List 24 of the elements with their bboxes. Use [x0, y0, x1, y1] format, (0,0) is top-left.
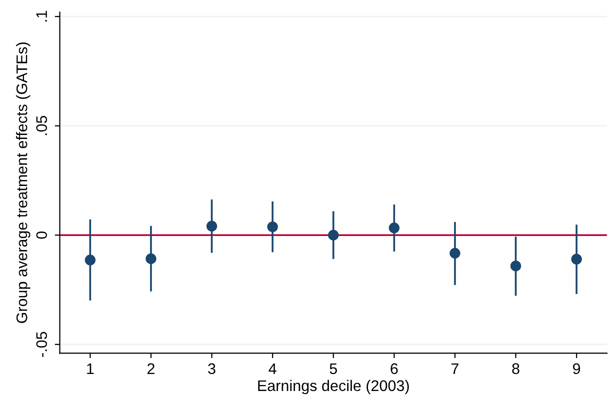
point	[450, 248, 460, 259]
point	[267, 221, 278, 232]
x-tick-label: 4	[268, 363, 276, 374]
point	[328, 230, 339, 240]
y-tick-label: 0	[36, 231, 48, 239]
x-tick-label: 9	[573, 363, 580, 374]
x-tick-label: 7	[451, 363, 458, 374]
y-tick-label: .05	[36, 116, 48, 136]
x-tick-label: 2	[147, 363, 154, 374]
point	[146, 253, 156, 264]
x-tick-label: 8	[512, 363, 520, 374]
point	[510, 260, 522, 272]
point	[571, 254, 582, 265]
x-tick-label: 1	[87, 363, 94, 374]
point	[84, 254, 96, 266]
y-tick-label: .1	[36, 10, 47, 22]
y-axis-title: Group average treatment effects (GATEs)	[16, 42, 30, 323]
point	[206, 220, 218, 232]
x-tick-label: 3	[208, 363, 216, 374]
y-tick-label: -.05	[36, 332, 48, 357]
x-tick-label: 5	[330, 363, 337, 374]
x-tick-label: 6	[390, 363, 398, 374]
x-axis-title: Earnings decile (2003)	[258, 380, 409, 394]
point	[388, 222, 400, 234]
